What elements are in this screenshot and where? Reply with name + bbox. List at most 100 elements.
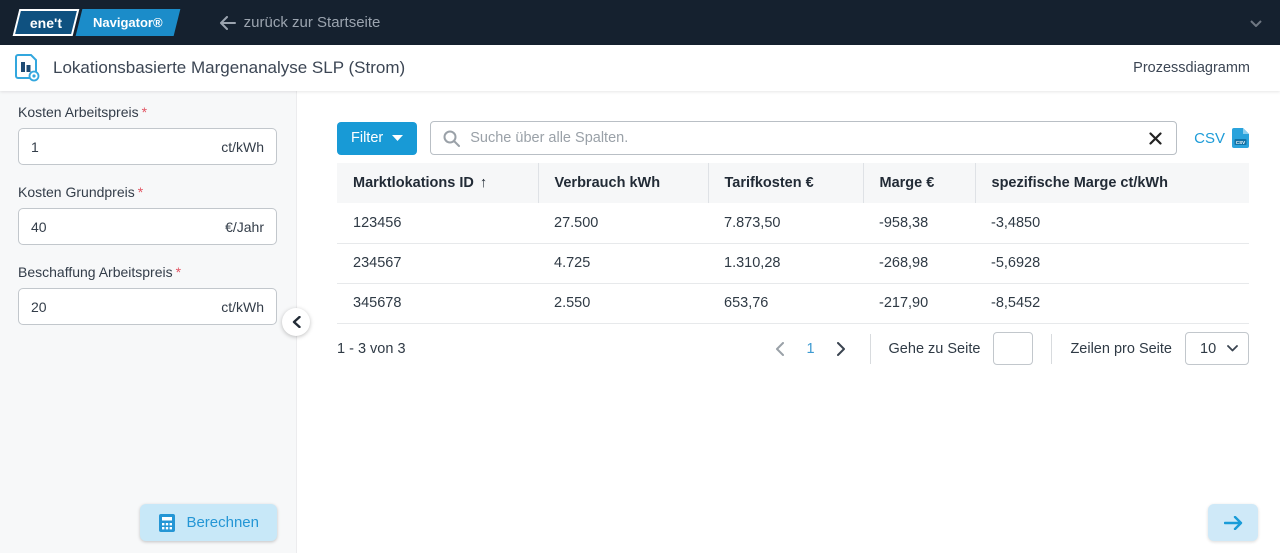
cell-verbrauch: 4.725 bbox=[538, 243, 708, 284]
column-header-marktlokations-id[interactable]: Marktlokations ID ↑ bbox=[337, 163, 538, 203]
pagination-range-text: 1 - 3 von 3 bbox=[337, 340, 406, 357]
arrow-left-icon bbox=[219, 15, 236, 30]
next-page-button[interactable] bbox=[831, 338, 852, 360]
table-header-row: Marktlokations ID ↑ Verbrauch kWh Tarifko… bbox=[337, 163, 1249, 203]
unit-label: ct/kWh bbox=[221, 138, 264, 155]
parameters-sidebar: Kosten Arbeitspreis* ct/kWh Kosten Grund… bbox=[0, 91, 310, 553]
chevron-down-icon bbox=[1227, 345, 1238, 352]
caret-down-icon bbox=[392, 135, 404, 141]
column-header-tarifkosten[interactable]: Tarifkosten € bbox=[707, 163, 863, 203]
svg-text:CSV: CSV bbox=[1236, 140, 1246, 145]
kosten-grundpreis-input-wrap: €/Jahr bbox=[18, 208, 277, 245]
required-marker: * bbox=[175, 264, 182, 280]
arrow-right-icon bbox=[1223, 515, 1242, 530]
kosten-arbeitspreis-input[interactable] bbox=[31, 138, 222, 155]
calculate-button[interactable]: Berechnen bbox=[140, 504, 277, 541]
margin-analysis-document-icon bbox=[15, 54, 40, 82]
back-to-home-link[interactable]: zurück zur Startseite bbox=[219, 14, 381, 31]
table-row[interactable]: 234567 4.725 1.310,28 -268,98 -5,6928 bbox=[337, 243, 1249, 284]
sort-ascending-icon: ↑ bbox=[479, 175, 488, 191]
beschaffung-arbeitspreis-input-wrap: ct/kWh bbox=[18, 288, 277, 325]
close-icon bbox=[1149, 131, 1162, 145]
enet-navigator-logo[interactable]: ene't Navigator® bbox=[12, 9, 181, 36]
cell-verbrauch: 2.550 bbox=[538, 283, 708, 324]
unit-label: €/Jahr bbox=[225, 218, 264, 235]
table-row[interactable]: 345678 2.550 653,76 -217,90 -8,5452 bbox=[337, 283, 1249, 324]
csv-file-icon: CSV bbox=[1232, 128, 1249, 148]
search-icon bbox=[443, 130, 461, 147]
table-row[interactable]: 123456 27.500 7.873,50 -958,38 -3,4850 bbox=[337, 203, 1249, 244]
cell-spezifische-marge: -8,5452 bbox=[975, 283, 1249, 324]
top-navbar: ene't Navigator® zurück zur Startseite bbox=[0, 0, 1280, 45]
field-label: Kosten Arbeitspreis * bbox=[18, 104, 277, 120]
field-label: Kosten Grundpreis * bbox=[18, 184, 277, 200]
process-diagram-link[interactable]: Prozessdiagramm bbox=[1133, 60, 1250, 76]
results-table: Marktlokations ID ↑ Verbrauch kWh Tarifko… bbox=[337, 163, 1249, 324]
sidebar-collapse-toggle[interactable] bbox=[282, 308, 310, 336]
label-text: Kosten Arbeitspreis bbox=[18, 104, 139, 120]
rows-per-page-label: Zeilen pro Seite bbox=[1070, 340, 1172, 357]
divider bbox=[869, 333, 871, 364]
field-kosten-grundpreis: Kosten Grundpreis* €/Jahr bbox=[18, 184, 277, 245]
column-header-label: Marktlokations ID bbox=[353, 175, 474, 191]
page-title: Lokationsbasierte Margenanalyse SLP (Str… bbox=[53, 58, 406, 77]
results-panel: Filter CSV bbox=[297, 91, 1280, 553]
cell-tarifkosten: 7.873,50 bbox=[708, 203, 863, 244]
calculate-button-label: Berechnen bbox=[186, 514, 259, 531]
logo-product-text: Navigator® bbox=[93, 15, 163, 30]
previous-page-button[interactable] bbox=[769, 338, 790, 360]
cell-spezifische-marge: -3,4850 bbox=[975, 203, 1249, 244]
field-kosten-arbeitspreis: Kosten Arbeitspreis* ct/kWh bbox=[18, 104, 277, 165]
logo-brand-segment: ene't bbox=[12, 9, 80, 36]
chevron-down-icon bbox=[1250, 19, 1262, 27]
divider bbox=[1051, 333, 1053, 364]
csv-export-link[interactable]: CSV CSV bbox=[1194, 128, 1249, 148]
cell-marge: -958,38 bbox=[863, 203, 975, 244]
filter-button-label: Filter bbox=[351, 130, 384, 146]
logo-product-segment: Navigator® bbox=[75, 9, 181, 36]
cell-marge: -217,90 bbox=[863, 283, 975, 324]
cell-spezifische-marge: -5,6928 bbox=[975, 243, 1249, 284]
cell-marktlokations-id: 234567 bbox=[337, 243, 538, 284]
current-page-number[interactable]: 1 bbox=[806, 340, 815, 357]
column-header-verbrauch[interactable]: Verbrauch kWh bbox=[537, 163, 708, 203]
field-label: Beschaffung Arbeitspreis * bbox=[18, 264, 277, 280]
search-box bbox=[430, 121, 1178, 155]
rows-per-page-value: 10 bbox=[1200, 340, 1217, 357]
label-text: Kosten Grundpreis bbox=[18, 184, 135, 200]
csv-link-label: CSV bbox=[1194, 129, 1225, 147]
cell-tarifkosten: 653,76 bbox=[708, 283, 863, 324]
chevron-left-icon bbox=[776, 341, 785, 356]
goto-page-input[interactable] bbox=[993, 332, 1034, 365]
filter-button[interactable]: Filter bbox=[337, 121, 418, 155]
content-area: Kosten Arbeitspreis* ct/kWh Kosten Grund… bbox=[0, 91, 1280, 553]
pagination-bar: 1 - 3 von 3 1 Gehe zu Seite Zei bbox=[337, 330, 1249, 368]
column-header-spezifische-marge[interactable]: spezifische Marge ct/kWh bbox=[974, 163, 1249, 203]
beschaffung-arbeitspreis-input[interactable] bbox=[31, 298, 222, 315]
cell-marktlokations-id: 345678 bbox=[337, 283, 538, 324]
kosten-grundpreis-input[interactable] bbox=[31, 218, 226, 235]
cell-marge: -268,98 bbox=[863, 243, 975, 284]
clear-search-button[interactable] bbox=[1147, 130, 1164, 147]
logo-brand-text: ene't bbox=[30, 14, 63, 31]
calculator-icon bbox=[159, 513, 176, 532]
rows-per-page-select[interactable]: 10 bbox=[1185, 332, 1249, 365]
table-toolbar: Filter CSV bbox=[337, 121, 1249, 155]
user-menu-caret[interactable] bbox=[1250, 14, 1262, 32]
cell-verbrauch: 27.500 bbox=[538, 203, 708, 244]
cell-marktlokations-id: 123456 bbox=[337, 203, 538, 244]
back-link-label: zurück zur Startseite bbox=[243, 14, 381, 31]
next-step-button[interactable] bbox=[1208, 504, 1258, 541]
kosten-arbeitspreis-input-wrap: ct/kWh bbox=[18, 128, 277, 165]
chevron-left-icon bbox=[292, 316, 301, 328]
pagination-controls: 1 Gehe zu Seite Zeilen pro Seite 10 bbox=[769, 332, 1249, 365]
goto-page-label: Gehe zu Seite bbox=[888, 340, 981, 357]
required-marker: * bbox=[137, 184, 144, 200]
column-header-marge[interactable]: Marge € bbox=[862, 163, 975, 203]
page-header: Lokationsbasierte Margenanalyse SLP (Str… bbox=[0, 45, 1280, 91]
chevron-right-icon bbox=[836, 341, 845, 356]
cell-tarifkosten: 1.310,28 bbox=[708, 243, 863, 284]
unit-label: ct/kWh bbox=[221, 298, 264, 315]
required-marker: * bbox=[141, 104, 148, 120]
search-input[interactable] bbox=[470, 130, 1138, 146]
